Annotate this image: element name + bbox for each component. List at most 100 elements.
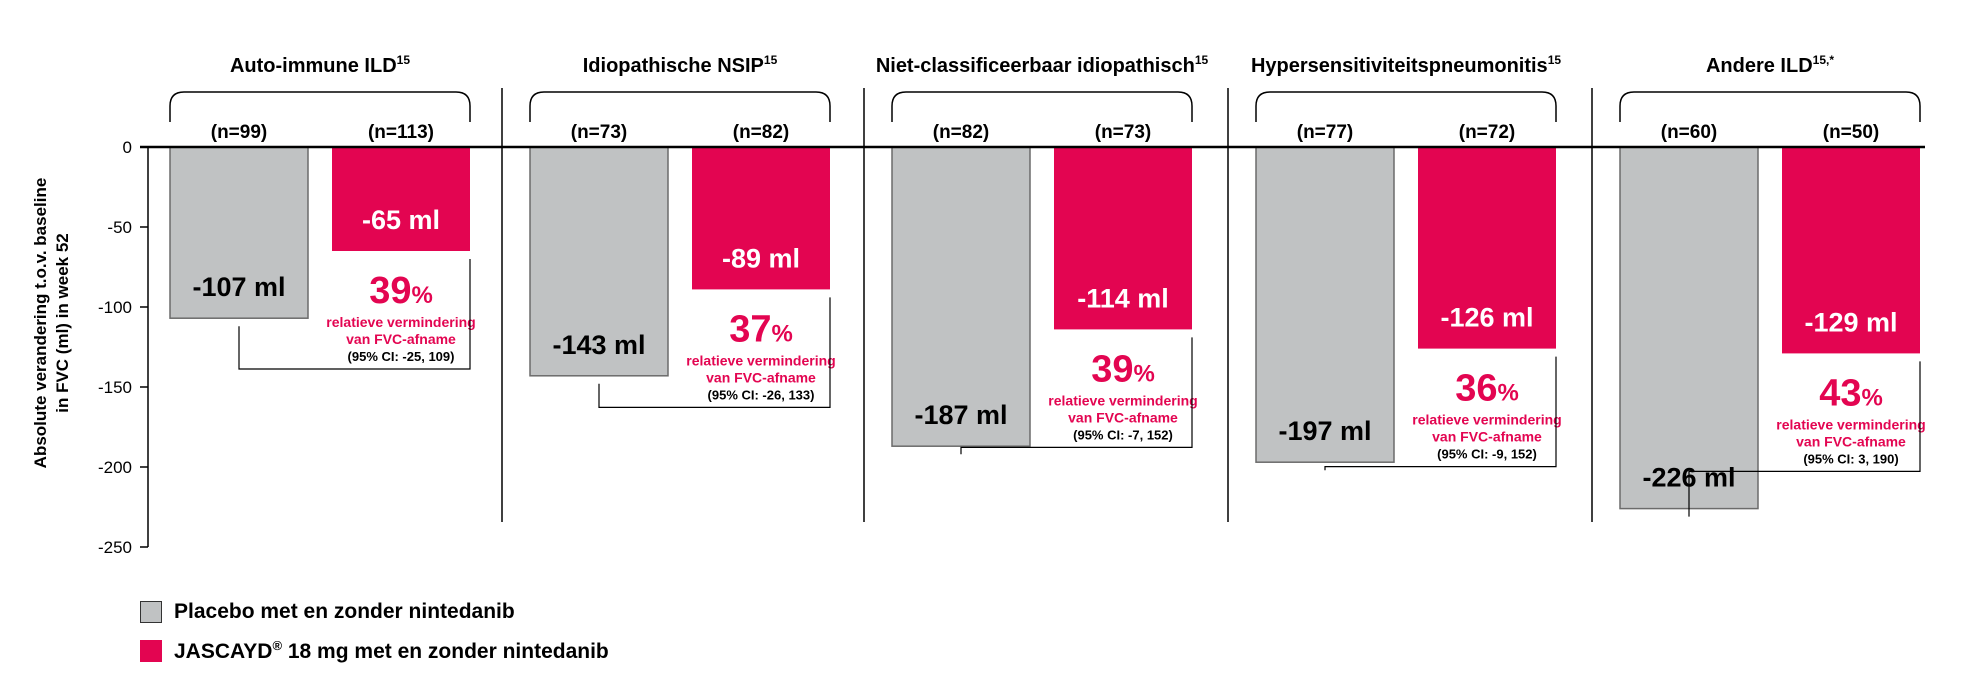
group-brace [1255, 91, 1557, 122]
value-label-jascayd: -114 ml [1077, 283, 1169, 313]
n-label-jascayd: (n=50) [1823, 122, 1880, 143]
bar-jascayd [332, 147, 470, 251]
value-label-jascayd: -129 ml [1804, 307, 1897, 337]
ci-label: (95% CI: 3, 190) [1803, 451, 1898, 466]
pct-label: 39% [369, 270, 433, 312]
pct-number: 37 [729, 308, 771, 350]
legend-label-jascayd-main: JASCAYD [174, 640, 273, 663]
pct-number: 39 [1091, 348, 1133, 390]
legend-label-jascayd: JASCAYD® 18 mg met en zonder nintedanib [174, 638, 609, 664]
group-title-sup: 15,* [1813, 53, 1835, 67]
pct-number: 43 [1819, 372, 1861, 414]
rel-reduction-line2: van FVC-afname [1796, 433, 1906, 449]
group-title-text: Andere ILD [1706, 55, 1813, 77]
legend-label-jascayd-sup: ® [272, 638, 283, 653]
rel-reduction-line1: relatieve vermindering [1776, 416, 1925, 432]
legend-item-jascayd: JASCAYD® 18 mg met en zonder nintedanib [140, 638, 609, 664]
rel-reduction-line2: van FVC-afname [346, 331, 456, 347]
pct-sign: % [771, 320, 792, 347]
rel-reduction-line1: relatieve vermindering [1048, 392, 1197, 408]
n-label-jascayd: (n=82) [733, 122, 790, 143]
ci-label: (95% CI: -9, 152) [1437, 447, 1537, 462]
comparison-bracket [598, 297, 831, 408]
value-label-placebo: -143 ml [552, 330, 645, 360]
n-label-placebo: (n=77) [1297, 122, 1354, 143]
n-label-jascayd: (n=73) [1095, 122, 1152, 143]
n-label-placebo: (n=73) [571, 122, 628, 143]
group-title-text: Auto-immune ILD [230, 55, 397, 77]
ci-label: (95% CI: -25, 109) [348, 349, 455, 364]
pct-label: 37% [729, 308, 793, 350]
bar-jascayd [1782, 147, 1920, 354]
y-tick-label: -50 [107, 218, 132, 237]
n-label-placebo: (n=82) [933, 122, 990, 143]
pct-sign: % [1497, 380, 1518, 407]
n-label-jascayd: (n=72) [1459, 122, 1516, 143]
value-label-jascayd: -65 ml [362, 205, 440, 235]
pct-label: 43% [1819, 372, 1883, 414]
pct-sign: % [1861, 384, 1882, 411]
value-label-placebo: -187 ml [914, 400, 1007, 430]
rel-reduction-line1: relatieve vermindering [1412, 412, 1561, 428]
y-tick-label: -250 [98, 538, 132, 557]
rel-reduction-line1: relatieve vermindering [686, 352, 835, 368]
rel-reduction-line2: van FVC-afname [1068, 409, 1178, 425]
rel-reduction-line1: relatieve vermindering [326, 314, 475, 330]
bar-placebo [1255, 146, 1395, 463]
group-brace [891, 91, 1193, 122]
y-axis-label-line2: in FVC (ml) in week 52 [53, 233, 72, 413]
group-brace [529, 91, 831, 122]
group-title: Niet-classificeerbaar idiopathisch15 [876, 53, 1209, 77]
n-label-placebo: (n=60) [1661, 122, 1718, 143]
y-tick-label: -200 [98, 458, 132, 477]
bar-jascayd [1054, 147, 1192, 330]
comparison-bracket [1324, 356, 1557, 471]
group-title-sup: 15 [1195, 53, 1209, 67]
n-label-placebo: (n=99) [211, 122, 268, 143]
group-brace [1619, 91, 1921, 122]
legend-item-placebo: Placebo met en zonder nintedanib [140, 600, 515, 624]
legend-swatch-jascayd [140, 640, 162, 662]
comparison-bracket [960, 337, 1193, 455]
value-label-jascayd: -89 ml [722, 243, 800, 273]
y-tick-label: -100 [98, 298, 132, 317]
y-axis-label-line1: Absolute verandering t.o.v. baseline [31, 178, 50, 469]
group-title: Auto-immune ILD15 [230, 53, 410, 77]
legend-swatch-placebo [140, 601, 162, 623]
group-title-sup: 15 [1548, 53, 1562, 67]
value-label-placebo: -197 ml [1278, 416, 1371, 446]
bar-jascayd [692, 147, 830, 290]
legend-label-placebo: Placebo met en zonder nintedanib [174, 600, 515, 623]
comparison-bracket [238, 259, 471, 370]
bar-placebo [1619, 146, 1759, 510]
group-title-sup: 15 [764, 53, 778, 67]
bar-jascayd [1418, 147, 1556, 349]
group-brace [169, 91, 471, 122]
rel-reduction-line2: van FVC-afname [706, 369, 816, 385]
group-title: Idiopathische NSIP15 [583, 53, 778, 77]
legend-label-jascayd-rest: 18 mg met en zonder nintedanib [282, 640, 609, 663]
rel-reduction-line2: van FVC-afname [1432, 429, 1542, 445]
pct-label: 39% [1091, 348, 1155, 390]
pct-number: 36 [1455, 368, 1497, 410]
ci-label: (95% CI: -7, 152) [1073, 427, 1173, 442]
pct-sign: % [411, 282, 432, 309]
ci-label: (95% CI: -26, 133) [708, 387, 815, 402]
bar-placebo [169, 146, 309, 319]
group-title: Hypersensitiviteitspneumonitis15 [1251, 53, 1561, 77]
group-title: Andere ILD15,* [1706, 53, 1834, 77]
y-tick-label: 0 [123, 138, 132, 157]
group-title-text: Niet-classificeerbaar idiopathisch [876, 55, 1195, 77]
pct-sign: % [1133, 360, 1154, 387]
pct-label: 36% [1455, 368, 1519, 410]
group-title-sup: 15 [397, 53, 411, 67]
group-title-text: Hypersensitiviteitspneumonitis [1251, 55, 1548, 77]
value-label-jascayd: -126 ml [1440, 303, 1533, 333]
y-axis-label: Absolute verandering t.o.v. baseline in F… [31, 178, 72, 469]
comparison-bracket [1688, 361, 1921, 517]
pct-number: 39 [369, 270, 411, 312]
bar-placebo [529, 146, 669, 377]
n-label-jascayd: (n=113) [368, 122, 434, 143]
group-title-text: Idiopathische NSIP [583, 55, 764, 77]
value-label-placebo: -107 ml [192, 272, 285, 302]
